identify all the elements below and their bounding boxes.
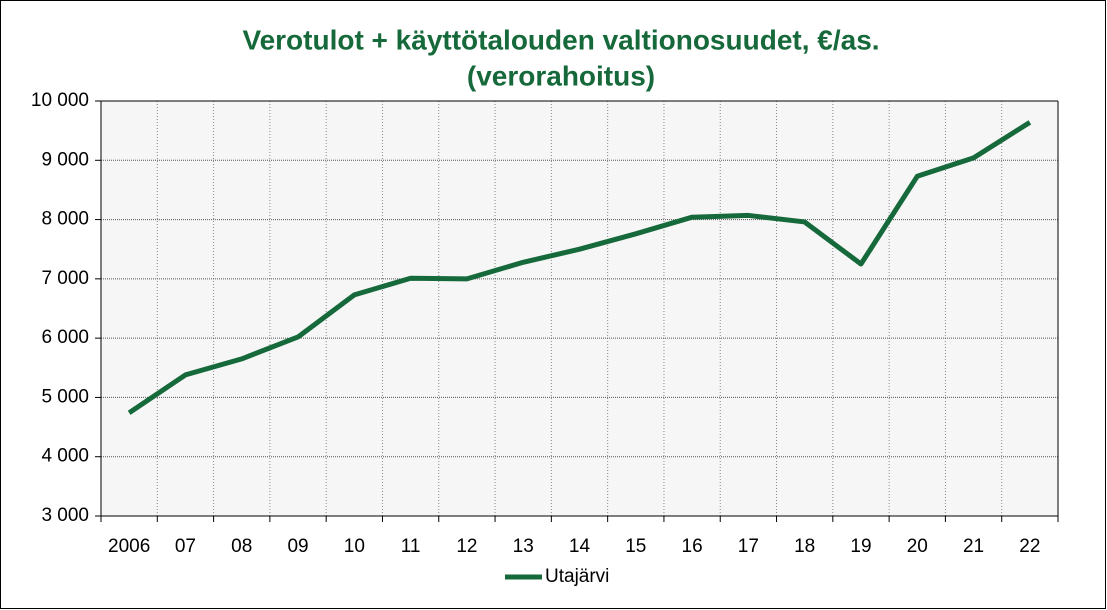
x-tick-label: 08 xyxy=(231,536,252,557)
y-tick-label: 8 000 xyxy=(41,209,89,230)
x-tick-label: 2006 xyxy=(108,536,150,557)
x-tick-label: 14 xyxy=(569,536,591,557)
y-tick-label: 9 000 xyxy=(41,149,89,170)
x-tick-label: 11 xyxy=(401,536,421,557)
x-tick-label: 20 xyxy=(907,536,928,557)
x-tick-label: 13 xyxy=(513,536,534,557)
x-tick-label: 17 xyxy=(738,536,759,557)
chart-title: (verorahoitus) xyxy=(467,60,655,91)
x-tick-label: 16 xyxy=(682,536,703,557)
chart-title: Verotulot + käyttötalouden valtionosuude… xyxy=(242,24,879,55)
y-tick-label: 6 000 xyxy=(41,327,89,348)
x-tick-label: 19 xyxy=(850,536,871,557)
legend-label: Utajärvi xyxy=(545,566,609,587)
x-tick-label: 10 xyxy=(344,536,365,557)
series-line xyxy=(127,120,1032,415)
x-tick-label: 07 xyxy=(175,536,196,557)
x-tick-label: 18 xyxy=(794,536,815,557)
y-tick-label: 7 000 xyxy=(41,268,89,289)
x-tick-label: 22 xyxy=(1019,536,1040,557)
y-tick-label: 5 000 xyxy=(41,386,89,407)
x-tick-label: 21 xyxy=(963,536,984,557)
x-tick-label: 09 xyxy=(287,536,308,557)
y-tick-label: 4 000 xyxy=(41,446,89,467)
x-tick-label: 15 xyxy=(625,536,646,557)
y-tick-label: 10 000 xyxy=(31,90,89,111)
y-tick-label: 3 000 xyxy=(41,505,89,526)
x-tick-label: 12 xyxy=(456,536,477,557)
plot-area xyxy=(101,101,1058,516)
